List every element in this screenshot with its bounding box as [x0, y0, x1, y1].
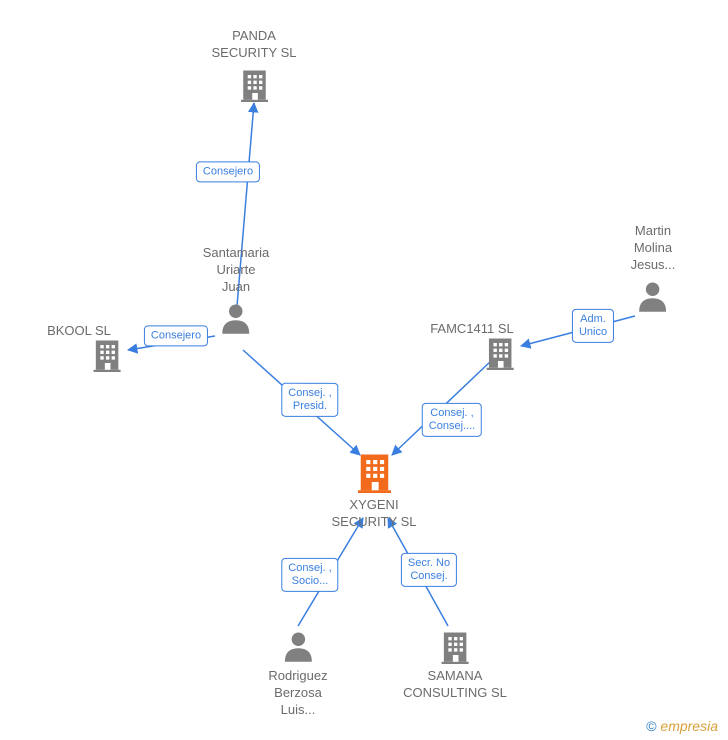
node-label: Rodriguez Berzosa Luis...: [268, 668, 327, 719]
building-icon: [437, 628, 473, 664]
node-label: XYGENI SECURITY SL: [331, 497, 416, 531]
node-label: PANDA SECURITY SL: [211, 28, 296, 62]
network-diagram: PANDA SECURITY SL BKOOL SL Santamaria Ur…: [0, 0, 728, 740]
node-label: Santamaria Uriarte Juan: [203, 245, 269, 296]
person-icon: [218, 300, 254, 336]
edge-label: Consej. , Consej....: [422, 403, 482, 437]
node-rodriguez[interactable]: Rodriguez Berzosa Luis...: [268, 624, 327, 719]
node-label: BKOOL SL: [47, 323, 111, 340]
node-panda[interactable]: PANDA SECURITY SL: [211, 28, 296, 106]
edge-label: Consejero: [144, 325, 208, 346]
node-label: FAMC1411 SL: [430, 321, 514, 338]
building-icon: [236, 66, 272, 102]
node-label: Martin Molina Jesus...: [631, 223, 676, 274]
edge-label: Consej. , Socio...: [281, 558, 338, 592]
copyright-symbol: ©: [646, 718, 656, 734]
person-icon: [280, 628, 316, 664]
node-martin[interactable]: Martin Molina Jesus...: [631, 223, 676, 318]
edge-label: Consejero: [196, 161, 260, 182]
node-label: SAMANA CONSULTING SL: [403, 668, 507, 702]
edge-label: Consej. , Presid.: [281, 383, 338, 417]
node-famc[interactable]: FAMC1411 SL: [458, 313, 542, 374]
building-icon: [482, 334, 518, 370]
node-bkool[interactable]: BKOOL SL: [75, 315, 139, 376]
node-santamaria[interactable]: Santamaria Uriarte Juan: [203, 245, 269, 340]
watermark: © empresia: [646, 718, 718, 734]
building-icon: [352, 449, 396, 493]
person-icon: [635, 278, 671, 314]
building-icon: [89, 336, 125, 372]
edge-label: Adm. Unico: [572, 309, 614, 343]
node-xygeni[interactable]: XYGENI SECURITY SL: [331, 445, 416, 531]
edge-label: Secr. No Consej.: [401, 553, 457, 587]
node-samana[interactable]: SAMANA CONSULTING SL: [403, 624, 507, 702]
brand-name: empresia: [660, 718, 718, 734]
